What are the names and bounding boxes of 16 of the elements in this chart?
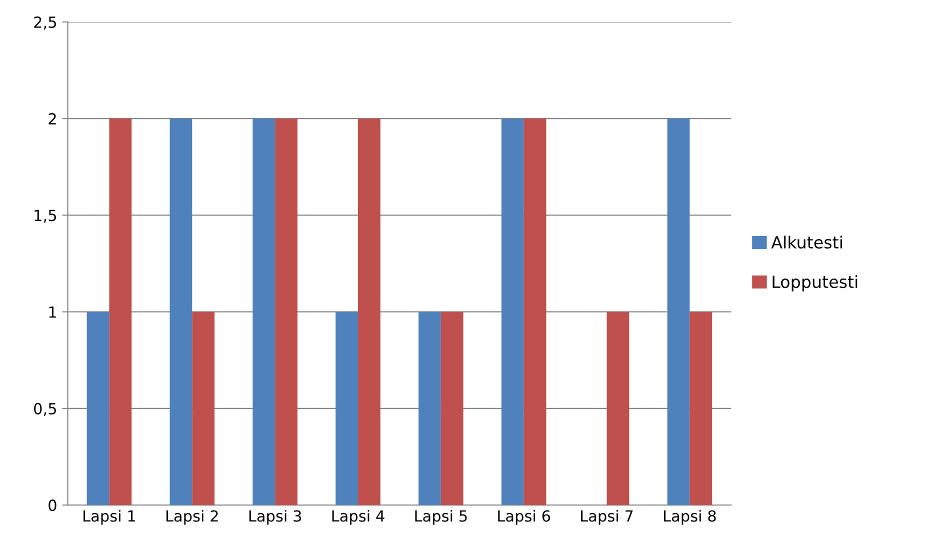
y-tick-label: 1 — [49, 306, 56, 318]
x-tick-label: Lapsi 6 — [498, 510, 550, 525]
y-tick-label: 2 — [48, 113, 56, 124]
x-tick-label: Lapsi 8 — [664, 510, 716, 525]
x-tick-label: Lapsi 5 — [415, 510, 467, 525]
y-tick-label: 0 — [48, 500, 56, 512]
x-tick-label: Lapsi 1 — [84, 510, 135, 525]
y-tick-label: 0,5 — [34, 402, 56, 416]
x-tick-label: Lapsi 7 — [581, 510, 633, 525]
y-tick-label: 1,5 — [34, 210, 56, 223]
x-tick-label: Lapsi 2 — [166, 510, 218, 525]
legend-label: Lopputesti — [772, 275, 858, 292]
legend-label: Alkutesti — [771, 236, 842, 249]
x-tick-label: Lapsi 3 — [249, 510, 302, 525]
y-tick-label: 2,5 — [34, 16, 56, 30]
x-tick-label: Lapsi 4 — [332, 510, 384, 525]
